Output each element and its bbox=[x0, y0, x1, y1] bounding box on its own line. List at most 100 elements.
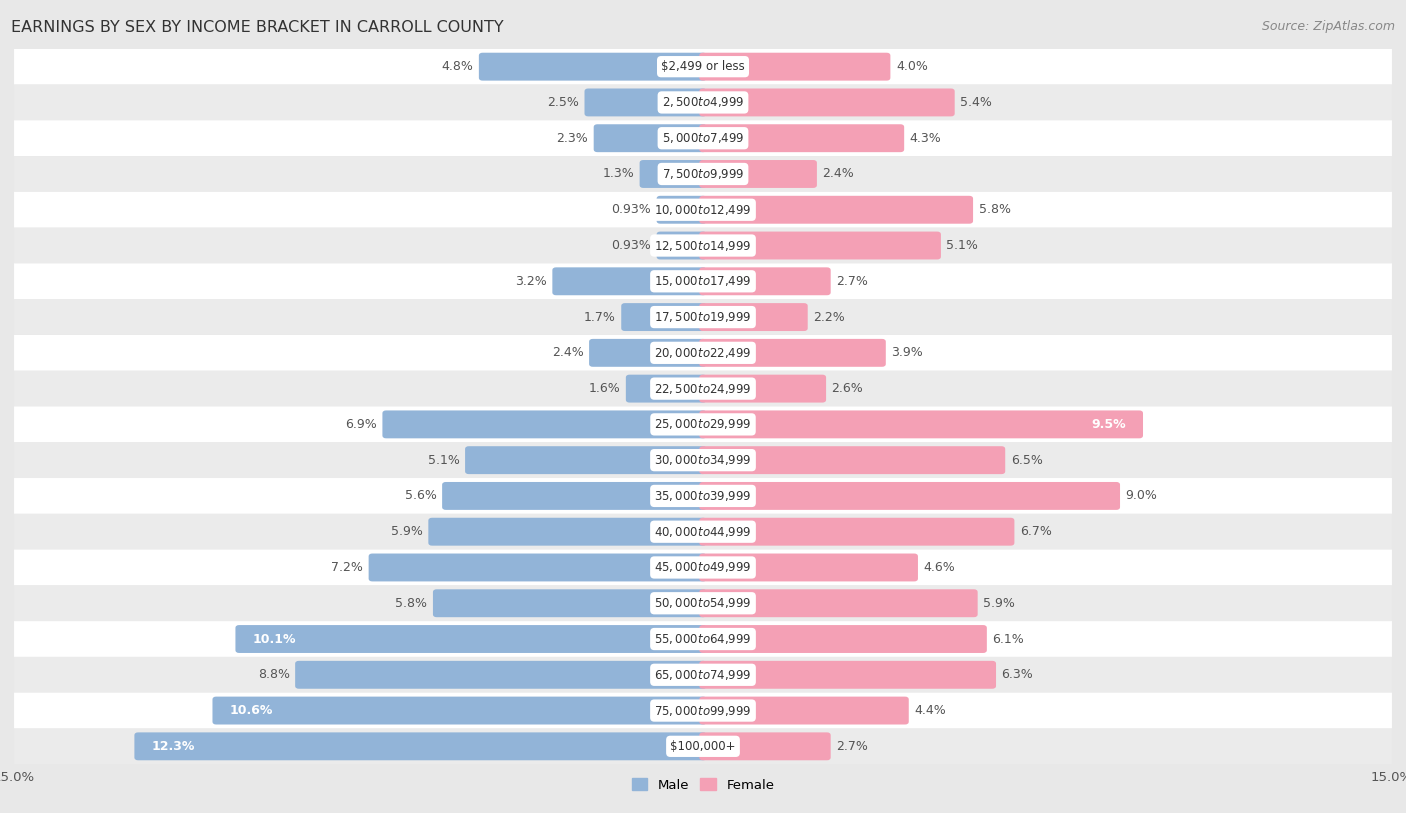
FancyBboxPatch shape bbox=[699, 89, 955, 116]
FancyBboxPatch shape bbox=[699, 482, 1121, 510]
Text: 5.1%: 5.1% bbox=[946, 239, 979, 252]
Text: $40,000 to $44,999: $40,000 to $44,999 bbox=[654, 524, 752, 539]
Text: 6.9%: 6.9% bbox=[344, 418, 377, 431]
FancyBboxPatch shape bbox=[699, 625, 987, 653]
Text: $30,000 to $34,999: $30,000 to $34,999 bbox=[654, 453, 752, 467]
Text: $2,499 or less: $2,499 or less bbox=[661, 60, 745, 73]
FancyBboxPatch shape bbox=[479, 53, 707, 80]
Text: 1.7%: 1.7% bbox=[583, 311, 616, 324]
Text: 8.8%: 8.8% bbox=[257, 668, 290, 681]
FancyBboxPatch shape bbox=[626, 375, 707, 402]
Text: $65,000 to $74,999: $65,000 to $74,999 bbox=[654, 667, 752, 682]
FancyBboxPatch shape bbox=[441, 482, 707, 510]
Text: 4.6%: 4.6% bbox=[924, 561, 955, 574]
FancyBboxPatch shape bbox=[699, 661, 995, 689]
Text: $10,000 to $12,499: $10,000 to $12,499 bbox=[654, 202, 752, 217]
Text: 1.6%: 1.6% bbox=[589, 382, 620, 395]
FancyBboxPatch shape bbox=[699, 53, 890, 80]
FancyBboxPatch shape bbox=[699, 232, 941, 259]
Text: $25,000 to $29,999: $25,000 to $29,999 bbox=[654, 417, 752, 432]
FancyBboxPatch shape bbox=[14, 621, 1392, 657]
Text: 2.7%: 2.7% bbox=[837, 275, 868, 288]
FancyBboxPatch shape bbox=[14, 657, 1392, 693]
Text: 2.4%: 2.4% bbox=[551, 346, 583, 359]
Text: 6.3%: 6.3% bbox=[1001, 668, 1033, 681]
Text: $20,000 to $22,499: $20,000 to $22,499 bbox=[654, 346, 752, 360]
Text: 2.2%: 2.2% bbox=[813, 311, 845, 324]
FancyBboxPatch shape bbox=[657, 196, 707, 224]
FancyBboxPatch shape bbox=[433, 589, 707, 617]
FancyBboxPatch shape bbox=[553, 267, 707, 295]
Text: 2.4%: 2.4% bbox=[823, 167, 855, 180]
Text: 9.0%: 9.0% bbox=[1126, 489, 1157, 502]
Text: 2.3%: 2.3% bbox=[557, 132, 588, 145]
FancyBboxPatch shape bbox=[212, 697, 707, 724]
Text: 0.93%: 0.93% bbox=[612, 203, 651, 216]
FancyBboxPatch shape bbox=[368, 554, 707, 581]
Text: 6.5%: 6.5% bbox=[1011, 454, 1043, 467]
FancyBboxPatch shape bbox=[589, 339, 707, 367]
FancyBboxPatch shape bbox=[699, 375, 827, 402]
FancyBboxPatch shape bbox=[699, 697, 908, 724]
Text: 10.6%: 10.6% bbox=[231, 704, 273, 717]
Text: 5.8%: 5.8% bbox=[395, 597, 427, 610]
FancyBboxPatch shape bbox=[14, 371, 1392, 406]
FancyBboxPatch shape bbox=[699, 196, 973, 224]
Text: 2.7%: 2.7% bbox=[837, 740, 868, 753]
Text: 7.2%: 7.2% bbox=[332, 561, 363, 574]
Text: $17,500 to $19,999: $17,500 to $19,999 bbox=[654, 310, 752, 324]
Text: $12,500 to $14,999: $12,500 to $14,999 bbox=[654, 238, 752, 253]
FancyBboxPatch shape bbox=[640, 160, 707, 188]
Text: 4.8%: 4.8% bbox=[441, 60, 474, 73]
Text: $2,500 to $4,999: $2,500 to $4,999 bbox=[662, 95, 744, 110]
FancyBboxPatch shape bbox=[14, 263, 1392, 299]
FancyBboxPatch shape bbox=[699, 733, 831, 760]
Text: 0.93%: 0.93% bbox=[612, 239, 651, 252]
FancyBboxPatch shape bbox=[14, 728, 1392, 764]
Text: $5,000 to $7,499: $5,000 to $7,499 bbox=[662, 131, 744, 146]
Text: 4.3%: 4.3% bbox=[910, 132, 942, 145]
FancyBboxPatch shape bbox=[14, 442, 1392, 478]
Text: $45,000 to $49,999: $45,000 to $49,999 bbox=[654, 560, 752, 575]
FancyBboxPatch shape bbox=[14, 585, 1392, 621]
Text: 12.3%: 12.3% bbox=[152, 740, 195, 753]
Text: 2.6%: 2.6% bbox=[831, 382, 863, 395]
FancyBboxPatch shape bbox=[593, 124, 707, 152]
FancyBboxPatch shape bbox=[14, 120, 1392, 156]
FancyBboxPatch shape bbox=[699, 339, 886, 367]
Text: $75,000 to $99,999: $75,000 to $99,999 bbox=[654, 703, 752, 718]
Text: $35,000 to $39,999: $35,000 to $39,999 bbox=[654, 489, 752, 503]
Text: $50,000 to $54,999: $50,000 to $54,999 bbox=[654, 596, 752, 611]
FancyBboxPatch shape bbox=[657, 232, 707, 259]
Text: 10.1%: 10.1% bbox=[253, 633, 297, 646]
Text: 5.6%: 5.6% bbox=[405, 489, 437, 502]
FancyBboxPatch shape bbox=[135, 733, 707, 760]
FancyBboxPatch shape bbox=[14, 192, 1392, 228]
FancyBboxPatch shape bbox=[699, 267, 831, 295]
Text: 4.4%: 4.4% bbox=[914, 704, 946, 717]
FancyBboxPatch shape bbox=[14, 299, 1392, 335]
Text: $100,000+: $100,000+ bbox=[671, 740, 735, 753]
Text: 1.3%: 1.3% bbox=[602, 167, 634, 180]
FancyBboxPatch shape bbox=[699, 446, 1005, 474]
Text: $55,000 to $64,999: $55,000 to $64,999 bbox=[654, 632, 752, 646]
FancyBboxPatch shape bbox=[699, 411, 1143, 438]
Text: $22,500 to $24,999: $22,500 to $24,999 bbox=[654, 381, 752, 396]
Text: Source: ZipAtlas.com: Source: ZipAtlas.com bbox=[1261, 20, 1395, 33]
Text: 4.0%: 4.0% bbox=[896, 60, 928, 73]
FancyBboxPatch shape bbox=[699, 589, 977, 617]
Text: 5.1%: 5.1% bbox=[427, 454, 460, 467]
FancyBboxPatch shape bbox=[585, 89, 707, 116]
FancyBboxPatch shape bbox=[699, 124, 904, 152]
FancyBboxPatch shape bbox=[382, 411, 707, 438]
FancyBboxPatch shape bbox=[14, 335, 1392, 371]
Legend: Male, Female: Male, Female bbox=[626, 773, 780, 797]
Text: 3.9%: 3.9% bbox=[891, 346, 924, 359]
Text: EARNINGS BY SEX BY INCOME BRACKET IN CARROLL COUNTY: EARNINGS BY SEX BY INCOME BRACKET IN CAR… bbox=[11, 20, 503, 35]
FancyBboxPatch shape bbox=[14, 478, 1392, 514]
Text: 6.1%: 6.1% bbox=[993, 633, 1024, 646]
FancyBboxPatch shape bbox=[14, 406, 1392, 442]
Text: $7,500 to $9,999: $7,500 to $9,999 bbox=[662, 167, 744, 181]
FancyBboxPatch shape bbox=[14, 693, 1392, 728]
Text: 6.7%: 6.7% bbox=[1019, 525, 1052, 538]
